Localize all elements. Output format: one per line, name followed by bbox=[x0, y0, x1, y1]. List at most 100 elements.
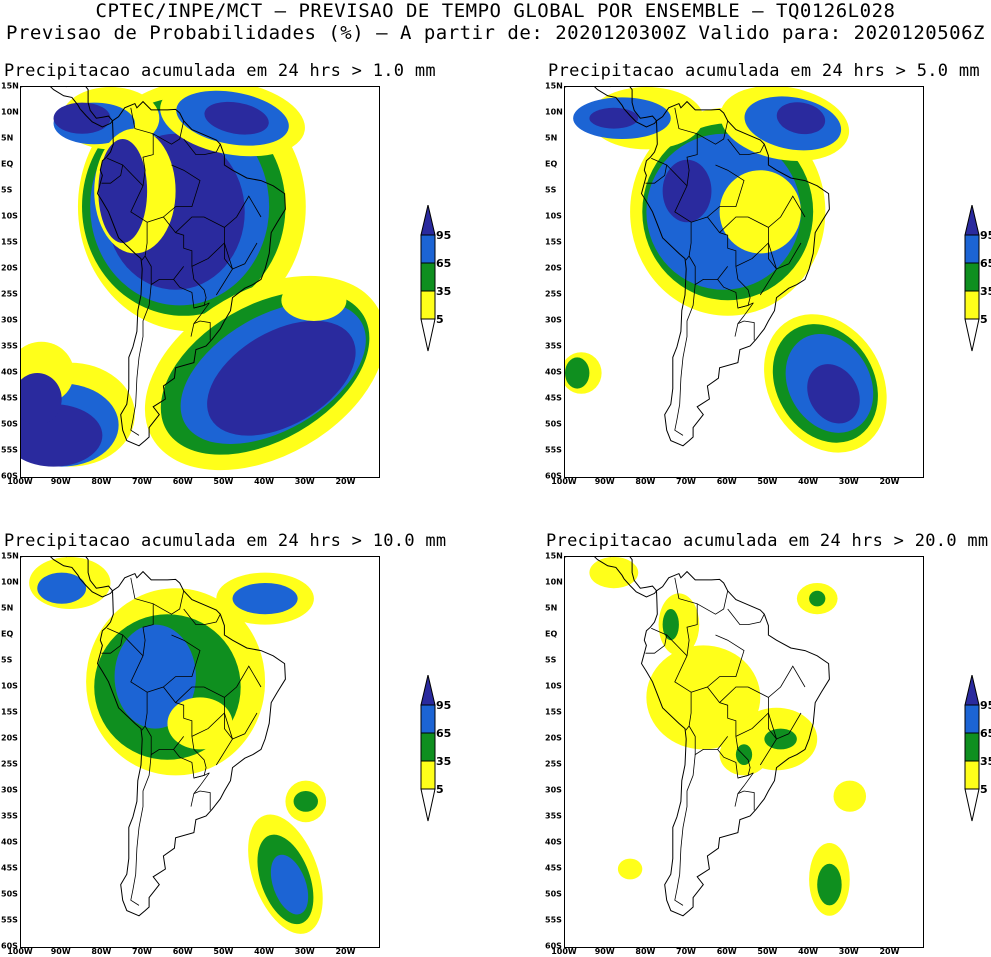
lat-tick-label: 55S bbox=[1, 915, 18, 925]
lon-tick-label: 80W bbox=[91, 477, 112, 486]
coastline-south-america bbox=[640, 100, 830, 447]
legend-label: 65 bbox=[436, 257, 452, 270]
lat-tick-label: 15S bbox=[1, 237, 18, 247]
country-border bbox=[223, 227, 258, 270]
lat-tick-label: 40S bbox=[545, 367, 562, 377]
lat-tick-label: 50S bbox=[1, 889, 18, 899]
legend-label: 5 bbox=[980, 313, 988, 326]
coastline-south-america bbox=[96, 570, 286, 917]
country-border bbox=[697, 120, 729, 145]
lat-tick-label: 15N bbox=[545, 551, 563, 561]
legend-swatch bbox=[964, 234, 980, 264]
probability-area-p95 bbox=[98, 139, 148, 243]
lon-tick-label: 70W bbox=[132, 477, 153, 486]
lon-tick-label: 40W bbox=[798, 947, 819, 956]
map-panel-1 bbox=[20, 86, 380, 478]
lat-tick-label: 50S bbox=[545, 419, 562, 429]
legend-cap-bottom bbox=[964, 788, 980, 822]
lat-tick-label: 20S bbox=[545, 733, 562, 743]
lat-tick-label: 5N bbox=[545, 133, 558, 143]
lon-tick-label: 50W bbox=[757, 947, 778, 956]
lat-tick-label: EQ bbox=[1, 159, 14, 169]
legend-swatch bbox=[964, 290, 980, 320]
country-border bbox=[223, 697, 258, 740]
country-border bbox=[146, 686, 195, 750]
lon-tick-label: 80W bbox=[635, 477, 656, 486]
lat-tick-label: 35S bbox=[1, 811, 18, 821]
legend-cap-bottom bbox=[420, 318, 436, 352]
legend-label: 95 bbox=[436, 229, 452, 242]
country-border bbox=[163, 164, 201, 218]
legend-cap-top bbox=[964, 675, 980, 706]
lat-tick-label: 60S bbox=[545, 471, 562, 481]
legend-cap-top bbox=[420, 205, 436, 236]
lat-tick-label: 30S bbox=[1, 785, 18, 795]
lat-tick-label: 60S bbox=[545, 941, 562, 951]
country-border bbox=[101, 157, 124, 184]
main-title-line2: Previsao de Probabilidades (%) — A parti… bbox=[6, 22, 985, 44]
legend-label: 5 bbox=[436, 313, 444, 326]
probability-area-p65 bbox=[37, 572, 87, 604]
legend-label: 5 bbox=[436, 783, 444, 796]
lon-tick-label: 100W bbox=[7, 477, 33, 486]
legend-swatch bbox=[420, 732, 436, 762]
lon-tick-label: 70W bbox=[132, 947, 153, 956]
lat-tick-label: EQ bbox=[1, 629, 14, 639]
lon-tick-label: 60W bbox=[172, 947, 193, 956]
lat-tick-label: 25S bbox=[545, 759, 562, 769]
probability-area-p5 bbox=[646, 645, 761, 750]
country-border bbox=[190, 772, 210, 807]
lon-tick-label: 70W bbox=[676, 477, 697, 486]
country-border bbox=[130, 107, 154, 186]
probability-area-p5 bbox=[719, 170, 801, 254]
lat-tick-label: 20S bbox=[1, 733, 18, 743]
lat-tick-label: 10N bbox=[1, 107, 19, 117]
country-border bbox=[190, 302, 210, 337]
lon-tick-label: 30W bbox=[294, 947, 315, 956]
lat-tick-label: 40S bbox=[545, 837, 562, 847]
panel-title-3: Precipitacao acumulada em 24 hrs > 10.0 … bbox=[4, 531, 447, 551]
lat-tick-label: 10S bbox=[1, 681, 18, 691]
panel-title-1: Precipitacao acumulada em 24 hrs > 1.0 m… bbox=[4, 61, 436, 81]
lat-tick-label: 5S bbox=[1, 185, 13, 195]
legend-label: 95 bbox=[436, 699, 452, 712]
legend-label: 65 bbox=[980, 727, 991, 740]
lon-tick-label: 80W bbox=[635, 947, 656, 956]
probability-area-p35 bbox=[735, 744, 753, 765]
country-border bbox=[734, 772, 754, 807]
legend-label: 35 bbox=[436, 285, 452, 298]
country-border bbox=[183, 608, 221, 625]
lon-tick-label: 30W bbox=[838, 477, 859, 486]
probability-area-p5 bbox=[617, 858, 643, 880]
country-border bbox=[707, 164, 745, 218]
probability-area-p95 bbox=[776, 102, 826, 135]
country-border bbox=[688, 255, 729, 286]
legend-cap-bottom bbox=[964, 318, 980, 352]
probability-area-p95 bbox=[207, 320, 356, 436]
coastline-south-america bbox=[640, 570, 830, 917]
lat-tick-label: 15S bbox=[545, 237, 562, 247]
lon-tick-label: 20W bbox=[335, 477, 356, 486]
country-border bbox=[688, 725, 729, 756]
lat-tick-label: 15N bbox=[1, 551, 19, 561]
map-panel-3 bbox=[20, 556, 380, 948]
map-panel-2 bbox=[564, 86, 924, 478]
coastline-central-america bbox=[21, 87, 114, 128]
country-border bbox=[144, 725, 185, 756]
lat-tick-label: EQ bbox=[545, 159, 558, 169]
country-border bbox=[727, 138, 765, 155]
probability-area-p35 bbox=[817, 863, 842, 906]
probability-area-p65 bbox=[270, 854, 309, 915]
lat-tick-label: 10N bbox=[1, 577, 19, 587]
lon-tick-label: 100W bbox=[7, 947, 33, 956]
lon-tick-label: 50W bbox=[213, 477, 234, 486]
main-title-line1: CPTEC/INPE/MCT — PREVISAO DE TEMPO GLOBA… bbox=[95, 0, 896, 22]
probability-area-p95 bbox=[589, 107, 639, 129]
color-legend-3: 95 65 35 5 bbox=[418, 675, 478, 835]
legend-swatch bbox=[964, 704, 980, 734]
lon-tick-label: 100W bbox=[551, 947, 577, 956]
lat-tick-label: 55S bbox=[545, 915, 562, 925]
probability-area-p95 bbox=[807, 364, 860, 424]
country-border bbox=[666, 634, 692, 731]
lon-tick-label: 20W bbox=[335, 947, 356, 956]
